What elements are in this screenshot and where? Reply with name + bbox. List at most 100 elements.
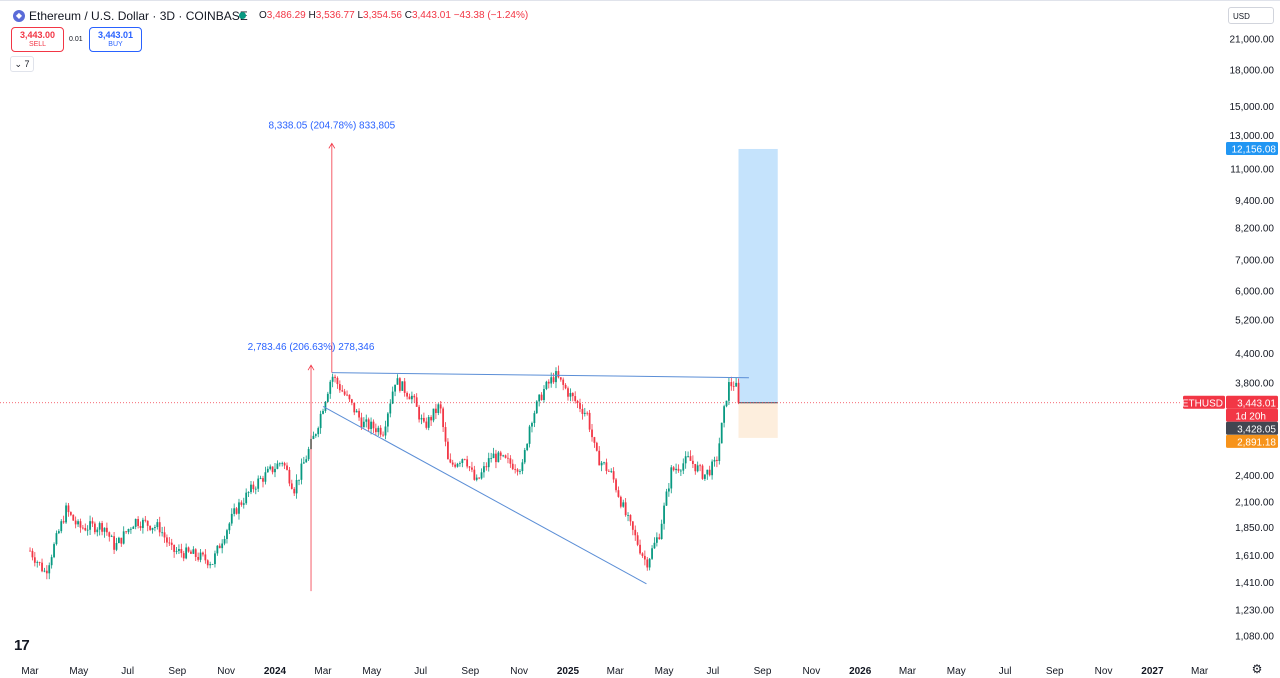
price-tick-label: 9,400.00 [1235, 196, 1274, 207]
candle-body [91, 521, 94, 524]
candle-body [216, 545, 219, 554]
candle-body [362, 421, 365, 428]
candle-body [355, 410, 358, 413]
candle-body [579, 402, 581, 409]
candle-body [295, 480, 298, 494]
candle-body [192, 549, 195, 554]
candle-body [62, 521, 65, 523]
candle-body [108, 532, 111, 537]
candle-body [197, 556, 200, 560]
candle-body [703, 474, 706, 479]
target-tag-bg [1226, 141, 1278, 155]
time-axis: Mar May Jul Sep Nov 2024 Mar May Jul Sep Nov 2025 Ma… [21, 666, 1208, 677]
candle-body [684, 456, 687, 464]
candle-body [314, 434, 317, 436]
candle-body [425, 421, 428, 428]
candle-body [562, 379, 565, 385]
candle-body [226, 530, 228, 540]
candle-body [365, 419, 368, 422]
candle-body [81, 527, 84, 529]
candle-body [29, 550, 31, 552]
candle-body [245, 492, 248, 504]
candle-body [531, 423, 533, 427]
candle-body [266, 468, 269, 473]
buy-price: 3,443.01 [97, 30, 134, 40]
candle-body [454, 464, 457, 467]
candle-body [206, 560, 209, 566]
time-tick-label: Sep [168, 666, 186, 677]
candle-body [533, 413, 536, 424]
last-tag-text: 3,443.01 [1237, 398, 1276, 409]
candle-body [655, 537, 658, 543]
symbol-title[interactable]: Ethereum / U.S. Dollar · 3D · COINBASE [29, 9, 248, 23]
candle-body [600, 462, 603, 466]
price-tick-label: 7,000.00 [1235, 256, 1274, 267]
candle-body [204, 554, 207, 561]
candle-body [367, 419, 370, 430]
candle-body [447, 441, 449, 460]
entry-tag-text: 3,428.05 [1237, 424, 1276, 435]
profit-zone [738, 148, 778, 403]
candle-body [413, 395, 416, 398]
candle-body [646, 559, 649, 568]
settings-icon[interactable]: ⚙ [1251, 662, 1263, 676]
candle-body [619, 496, 622, 507]
candle-body [307, 449, 310, 460]
candle-body [242, 503, 245, 505]
time-tick-label: Nov [802, 666, 820, 677]
candle-body [228, 523, 231, 531]
candle-body [175, 550, 178, 552]
currency-selector[interactable]: USD [1228, 7, 1274, 24]
candle-body [574, 396, 577, 401]
candle-body [576, 400, 579, 403]
high-label: H [308, 10, 316, 21]
candle-body [737, 382, 740, 403]
price-tick-label: 1,410.00 [1235, 578, 1274, 589]
candle-body [149, 525, 152, 530]
price-tick-label: 21,000.00 [1230, 35, 1275, 46]
buy-label: BUY [108, 41, 123, 48]
candle-body [581, 408, 584, 414]
candle-body [660, 523, 663, 540]
measure-arrowhead [307, 364, 315, 371]
candle-body [569, 393, 572, 397]
time-tick-label: Mar [607, 666, 625, 677]
candle-body [521, 462, 524, 472]
candle-body [360, 417, 363, 428]
candle-body [523, 450, 526, 463]
candle-body [706, 469, 709, 475]
candle-body [300, 463, 303, 480]
price-tick-label: 11,000.00 [1230, 165, 1274, 176]
candle-body [564, 384, 567, 389]
candle-body [432, 408, 435, 421]
candle-body [567, 388, 569, 397]
price-tick-label: 1,230.00 [1235, 605, 1274, 616]
candle-body [420, 417, 423, 420]
resistance-trendline [331, 372, 749, 379]
candle-body [74, 520, 77, 525]
candle-body [288, 469, 291, 484]
candle-body [278, 463, 281, 465]
candle-body [209, 564, 212, 566]
indicators-toggle[interactable]: ⌄ 7 [10, 56, 34, 72]
top-border [0, 0, 1280, 1]
candle-body [667, 488, 670, 492]
tradingview-logo[interactable]: 17 [14, 637, 30, 654]
candle-body [396, 378, 399, 385]
candle-body [130, 528, 132, 530]
candle-body [485, 466, 488, 468]
candle-body [259, 478, 262, 479]
time-tick-label: Sep [461, 666, 479, 677]
candle-body [408, 396, 411, 400]
sell-button[interactable]: 3,443.00 SELL [11, 27, 64, 52]
time-tick-label: Mar [1191, 666, 1209, 677]
candle-body [665, 491, 668, 506]
candle-body [382, 434, 384, 436]
candle-body [468, 466, 471, 468]
candle-body [610, 471, 613, 472]
candle-body [444, 427, 447, 442]
candle-body [406, 392, 408, 397]
candle-body [615, 479, 617, 491]
buy-button[interactable]: 3,443.01 BUY [89, 27, 142, 52]
